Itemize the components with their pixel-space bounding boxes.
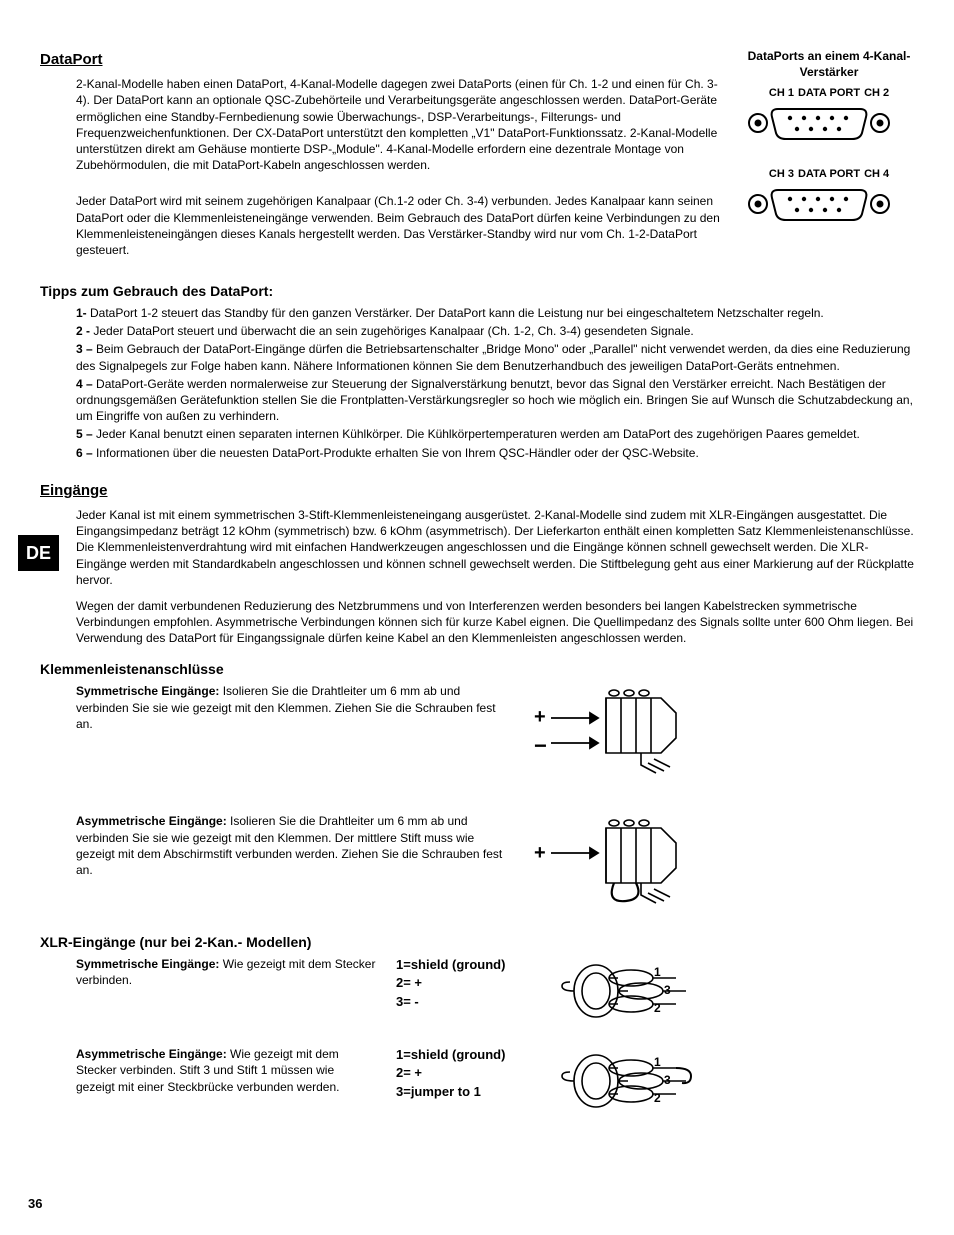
db15-connector-icon (744, 101, 894, 145)
tip-5: 5 – Jeder Kanal benutzt einen separaten … (76, 426, 914, 442)
page-number: 36 (28, 1195, 42, 1213)
xlr-sym-text: Symmetrische Eingänge: Wie gezeigt mit d… (76, 956, 376, 988)
tip-1: 1- DataPort 1-2 steuert das Standby für … (76, 305, 914, 321)
figure-caption: DataPorts an einem 4-Kanal- Verstärker (744, 48, 914, 80)
svg-text:−: − (534, 733, 547, 758)
inputs-para1: Jeder Kanal ist mit einem symmetrischen … (76, 507, 914, 588)
svg-text:1: 1 (654, 965, 661, 979)
ch3-label: CH 3 (769, 167, 794, 182)
xlr-sym-pins: 1=shield (ground) 2= + 3= - (396, 956, 536, 1011)
ch2-label: CH 2 (864, 86, 889, 101)
svg-text:+: + (534, 842, 546, 864)
ch1-label: CH 1 (769, 86, 794, 101)
ch4-label: CH 4 (864, 167, 889, 182)
port-label-2: DATA PORT (798, 169, 860, 181)
inputs-title: Eingänge (40, 481, 914, 501)
svg-text:2: 2 (654, 1091, 661, 1105)
terminal-block-asym-icon: + (526, 813, 696, 913)
port-label-1: DATA PORT (798, 88, 860, 100)
svg-text:3: 3 (664, 1073, 671, 1087)
terminal-block-sym-icon: + − (526, 683, 696, 783)
tip-3: 3 – Beim Gebrauch der DataPort-Eingänge … (76, 341, 914, 373)
xlr-connector-sym-icon: 1 3 2 (556, 956, 716, 1026)
terminal-asym-text: Asymmetrische Eingänge: Isolieren Sie di… (76, 813, 506, 878)
language-badge: DE (18, 535, 59, 571)
tip-2: 2 - Jeder DataPort steuert und überwacht… (76, 323, 914, 339)
svg-text:3: 3 (664, 983, 671, 997)
db15-connector-icon (744, 182, 894, 226)
xlr-asym-pins: 1=shield (ground) 2= + 3=jumper to 1 (396, 1046, 536, 1101)
xlr-asym-text: Asymmetrische Eingänge: Wie gezeigt mit … (76, 1046, 376, 1095)
terminal-title: Klemmenleistenanschlüsse (40, 660, 914, 679)
xlr-connector-asym-icon: 1 3 2 (556, 1046, 716, 1116)
xlr-title: XLR-Eingänge (nur bei 2-Kan.- Modellen) (40, 933, 914, 952)
inputs-para2: Wegen der damit verbundenen Reduzierung … (76, 598, 914, 647)
tip-6: 6 – Informationen über die neuesten Data… (76, 445, 914, 461)
svg-text:2: 2 (654, 1001, 661, 1015)
tips-title: Tipps zum Gebrauch des DataPort: (40, 282, 914, 301)
svg-text:+: + (534, 706, 546, 728)
terminal-sym-text: Symmetrische Eingänge: Isolieren Sie die… (76, 683, 506, 732)
svg-text:1: 1 (654, 1055, 661, 1069)
dataport-figure: DataPorts an einem 4-Kanal- Verstärker C… (744, 48, 914, 226)
tip-4: 4 – DataPort-Geräte werden normalerweise… (76, 376, 914, 425)
